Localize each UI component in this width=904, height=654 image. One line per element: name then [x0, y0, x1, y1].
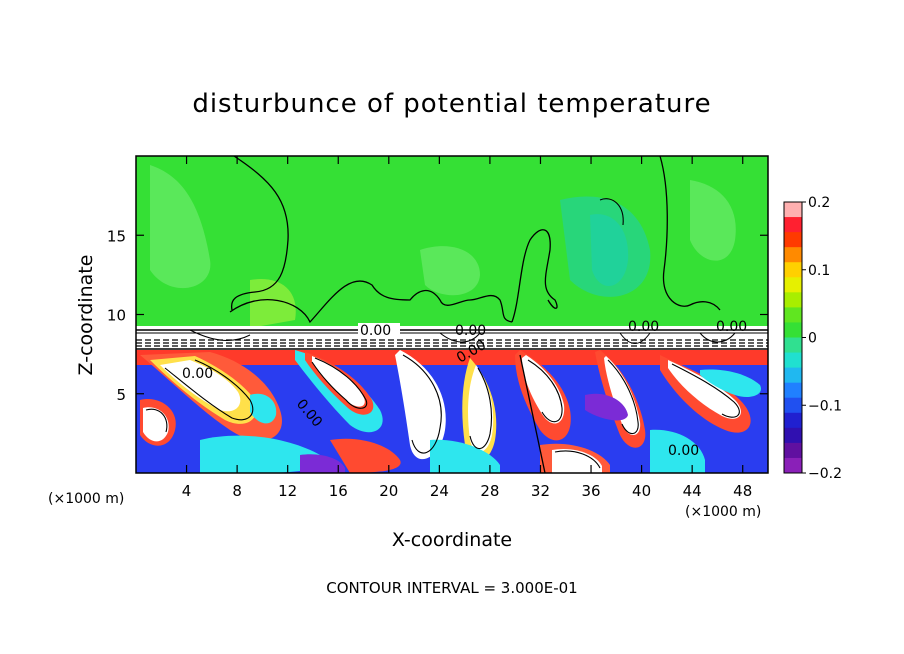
x-tick-label: 8 — [232, 482, 242, 500]
upper-field-shade — [150, 165, 211, 289]
colorbar-segment — [784, 412, 802, 429]
colorbar-tick-label: 0.1 — [808, 263, 830, 279]
colorbar-segment — [784, 457, 802, 474]
colorbar — [783, 201, 803, 474]
chart-title: disturbunce of potential temperature — [192, 89, 711, 119]
colorbar-tick-label: −0.2 — [808, 466, 842, 482]
lower-contours — [145, 354, 740, 473]
colorbar-segment — [784, 247, 802, 263]
upper-field-shade — [590, 214, 629, 287]
contour-label: 0.00 — [182, 366, 213, 382]
contour-line — [659, 156, 721, 311]
colorbar-segment — [784, 232, 802, 248]
colorbar-tick-label: 0 — [808, 331, 817, 347]
contour-line — [511, 229, 558, 323]
x-tick-label: 12 — [278, 482, 297, 500]
plot-field — [136, 156, 768, 473]
contour-label: 0.00 — [716, 319, 747, 335]
x-tick-label: 40 — [632, 482, 651, 500]
colorbar-segment — [784, 442, 802, 459]
colorbar-tick-label: −0.1 — [808, 398, 842, 414]
x-tick-label: 44 — [683, 482, 702, 500]
colorbar-segment — [784, 277, 802, 293]
colorbar-segment — [784, 307, 802, 323]
y-tick-label: 5 — [116, 386, 126, 404]
x-axis-label: X-coordinate — [392, 529, 512, 551]
x-unit-right: (×1000 m) — [685, 504, 761, 520]
colorbar-tick-label: 0.2 — [808, 195, 830, 211]
colorbar-segment — [784, 337, 802, 354]
x-tick-label: 48 — [733, 482, 752, 500]
upper-field-shade — [420, 246, 480, 296]
colorbar-segment — [784, 367, 802, 384]
colorbar-segment — [784, 262, 802, 278]
contour-line — [599, 198, 624, 226]
y-axis: 5 10 15 — [107, 227, 768, 404]
contour-label: 0.00 — [628, 319, 659, 335]
contour-line — [229, 280, 513, 324]
contour-line — [230, 156, 289, 311]
x-tick-label: 16 — [329, 482, 348, 500]
colorbar-segment — [784, 397, 802, 414]
x-unit-left: (×1000 m) — [48, 491, 124, 507]
inversion-contours — [136, 329, 768, 350]
colorbar-segment — [784, 202, 802, 218]
contour-label: 0.00 — [455, 323, 486, 339]
lower-field-blobs — [136, 350, 768, 473]
colorbar-segment — [784, 352, 802, 369]
colorbar-segment — [784, 217, 802, 233]
colorbar-segment — [784, 382, 802, 399]
x-axis: 4 8 12 16 20 24 28 32 36 40 44 48 — [182, 156, 752, 500]
y-tick-label: 15 — [107, 227, 126, 245]
upper-field-shade — [690, 180, 736, 261]
y-tick-label: 10 — [107, 307, 126, 325]
x-tick-label: 4 — [182, 482, 192, 500]
contour-label: 0.00 — [360, 323, 391, 339]
y-axis-label: Z-coordinate — [75, 255, 97, 376]
x-tick-label: 20 — [379, 482, 398, 500]
x-tick-label: 36 — [581, 482, 600, 500]
colorbar-segment — [784, 292, 802, 308]
x-tick-label: 32 — [531, 482, 550, 500]
colorbar-segment — [784, 427, 802, 444]
colorbar-ticks: 0.2 0.1 0 −0.1 −0.2 — [802, 195, 842, 482]
x-tick-label: 28 — [480, 482, 499, 500]
colorbar-segment — [784, 322, 802, 338]
x-tick-label: 24 — [430, 482, 449, 500]
contour-label: 0.00 — [668, 443, 699, 459]
contour-interval-note: CONTOUR INTERVAL = 3.000E-01 — [326, 579, 577, 597]
